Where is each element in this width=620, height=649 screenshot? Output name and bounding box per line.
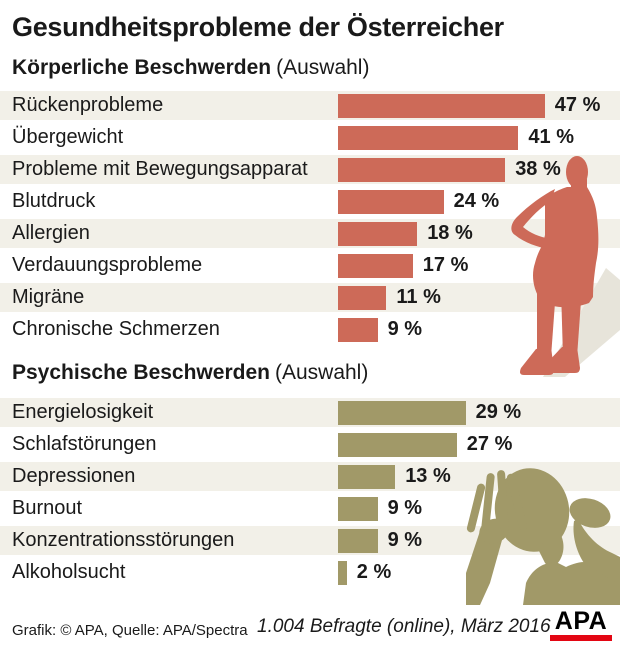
back-pain-figure-illustration [511,156,620,377]
bar-row: Probleme mit Bewegungsapparat 38 % [0,155,620,184]
bar [338,157,506,182]
bar [338,496,378,521]
credit-text: Grafik: © APA, Quelle: APA/Spectra [12,622,248,639]
apa-logo-red-bar [550,635,612,641]
bar-row: Migräne 11 % [0,283,620,312]
bar-track: 9 % [338,494,422,523]
bar-track: 29 % [338,398,521,427]
value-label: 17 % [422,254,469,276]
bar-row: Energielosigkeit 29 % [0,398,620,427]
section-heading-suffix: (Auswahl) [274,361,369,384]
bar-row: Alkoholsucht 2 % [0,558,620,587]
bar-row: Burnout 9 % [0,494,620,523]
bar-row: Schlafstörungen 27 % [0,430,620,459]
bar [338,189,444,214]
category-label: Rückenprobleme [12,94,164,116]
bar-track: 17 % [338,251,468,280]
category-label: Schlafstörungen [12,433,157,455]
category-label: Depressionen [12,465,136,487]
category-label: Probleme mit Bewegungsapparat [12,158,308,180]
survey-note-text: 1.004 Befragte (online), März 2016 [257,616,551,637]
physical-complaints-chart: Rückenprobleme 47 % Übergewicht 41 % Pro… [0,91,620,347]
value-label: 18 % [427,222,473,244]
bar-row: Rückenprobleme 47 % [0,91,620,120]
category-label: Übergewicht [12,126,124,148]
bar-track: 9 % [338,315,422,344]
apa-logo: APA [550,609,612,641]
bar-row: Chronische Schmerzen 9 % [0,315,620,344]
category-label: Chronische Schmerzen [12,318,220,340]
bar [338,317,378,342]
value-label: 11 % [396,286,441,308]
bar [338,528,378,553]
category-label: Migräne [12,286,85,308]
category-label: Burnout [12,497,83,519]
bar-track: 2 % [338,558,391,587]
bar-track: 9 % [338,526,422,555]
category-label: Energielosigkeit [12,401,154,423]
section-heading-bold: Körperliche Beschwerden [12,56,272,79]
bar [338,93,545,118]
section-heading-psychological: Psychische Beschwerden (Auswahl) [12,361,368,385]
bar [338,253,413,278]
value-label: 9 % [387,497,423,519]
bar-track: 38 % [338,155,561,184]
bar-track: 13 % [338,462,451,491]
section-heading-bold: Psychische Beschwerden [12,361,270,384]
apa-logo-text: APA [554,607,608,635]
section-heading-suffix: (Auswahl) [276,56,370,79]
bar [338,560,347,585]
category-label: Konzentrationsstörungen [12,529,235,551]
head-in-hands-figure-illustration [466,468,620,605]
value-label: 13 % [405,465,451,487]
category-label: Verdauungsprobleme [12,254,203,276]
value-label: 24 % [453,190,500,212]
category-label: Allergien [12,222,90,244]
bar [338,400,466,425]
bar-row: Blutdruck 24 % [0,187,620,216]
value-label: 29 % [475,401,522,423]
bar-track: 24 % [338,187,499,216]
value-label: 47 % [554,94,601,116]
value-label: 27 % [466,433,513,455]
bar [338,285,387,310]
value-label: 9 % [387,529,423,551]
value-label: 38 % [515,158,561,180]
page-title: Gesundheitsprobleme der Österreicher [12,12,504,42]
value-label: 41 % [528,126,574,148]
bar [338,464,396,489]
value-label: 9 % [387,318,423,340]
bar-row: Verdauungsprobleme 17 % [0,251,620,280]
bar-track: 27 % [338,430,512,459]
bar-row: Übergewicht 41 % [0,123,620,152]
bar [338,125,519,150]
category-label: Blutdruck [12,190,96,212]
bar-track: 41 % [338,123,574,152]
category-label: Alkoholsucht [12,561,126,583]
value-label: 2 % [356,561,392,583]
bar-track: 47 % [338,91,600,120]
bar-track: 18 % [338,219,473,248]
bar [338,221,418,246]
bar [338,432,457,457]
section-heading-physical: Körperliche Beschwerden (Auswahl) [12,56,369,80]
bar-track: 11 % [338,283,441,312]
